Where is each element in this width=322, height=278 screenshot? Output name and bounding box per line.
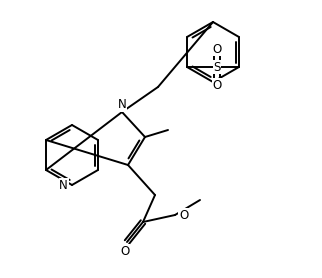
Text: N: N: [59, 178, 68, 192]
Text: O: O: [213, 78, 222, 91]
Text: S: S: [213, 61, 221, 73]
Text: O: O: [213, 43, 222, 56]
Text: O: O: [120, 245, 130, 258]
Text: O: O: [179, 208, 188, 222]
Text: N: N: [118, 98, 126, 111]
